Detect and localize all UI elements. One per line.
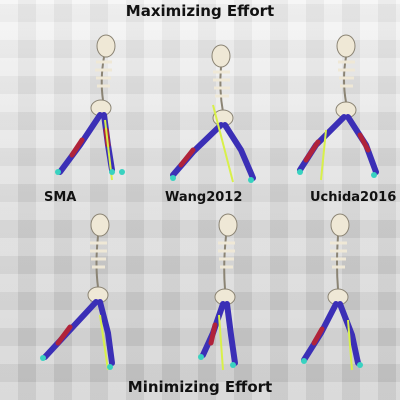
skeleton-uchida2016-min — [301, 213, 363, 371]
leg-muscles — [42, 299, 115, 366]
skeleton-sma-min — [40, 213, 115, 371]
skeleton-sma-max — [55, 34, 125, 181]
spine — [213, 66, 230, 113]
leg-muscles — [200, 301, 238, 366]
skull-icon — [211, 44, 231, 68]
skull-icon — [330, 213, 350, 237]
leg-muscles — [57, 112, 115, 175]
top-title: Maximizing Effort — [125, 2, 275, 20]
foot-markers — [301, 358, 363, 368]
bottom-title: Minimizing Effort — [127, 378, 273, 396]
skull-icon — [218, 213, 238, 237]
skull-icon — [336, 34, 356, 58]
spine — [338, 56, 355, 103]
leg-muscles — [170, 122, 256, 181]
ground-reaction-force — [99, 314, 109, 371]
label-uchida2016: Uchida2016 — [310, 190, 397, 205]
skull-icon — [90, 213, 110, 237]
spine — [330, 235, 347, 290]
leg-muscles — [301, 301, 361, 366]
skull-icon — [96, 34, 116, 58]
skeleton-wang2012-max — [170, 44, 256, 183]
foot-markers — [55, 169, 125, 175]
spine — [218, 235, 235, 290]
foot-markers — [297, 169, 377, 178]
leg-muscles — [297, 114, 379, 175]
ground-reaction-force — [320, 129, 327, 181]
foot-markers — [170, 175, 254, 183]
skeleton-wang2012-min — [198, 213, 238, 371]
spine — [90, 235, 107, 288]
skeleton-uchida2016-max — [297, 34, 379, 181]
ground-reaction-force — [212, 104, 234, 183]
label-wang2012: Wang2012 — [165, 190, 243, 205]
foot-markers — [40, 355, 113, 370]
ground-reaction-force — [347, 319, 353, 371]
spine — [95, 56, 112, 101]
label-sma: SMA — [44, 190, 77, 205]
ground-reaction-force — [218, 314, 224, 371]
foot-markers — [198, 354, 236, 368]
